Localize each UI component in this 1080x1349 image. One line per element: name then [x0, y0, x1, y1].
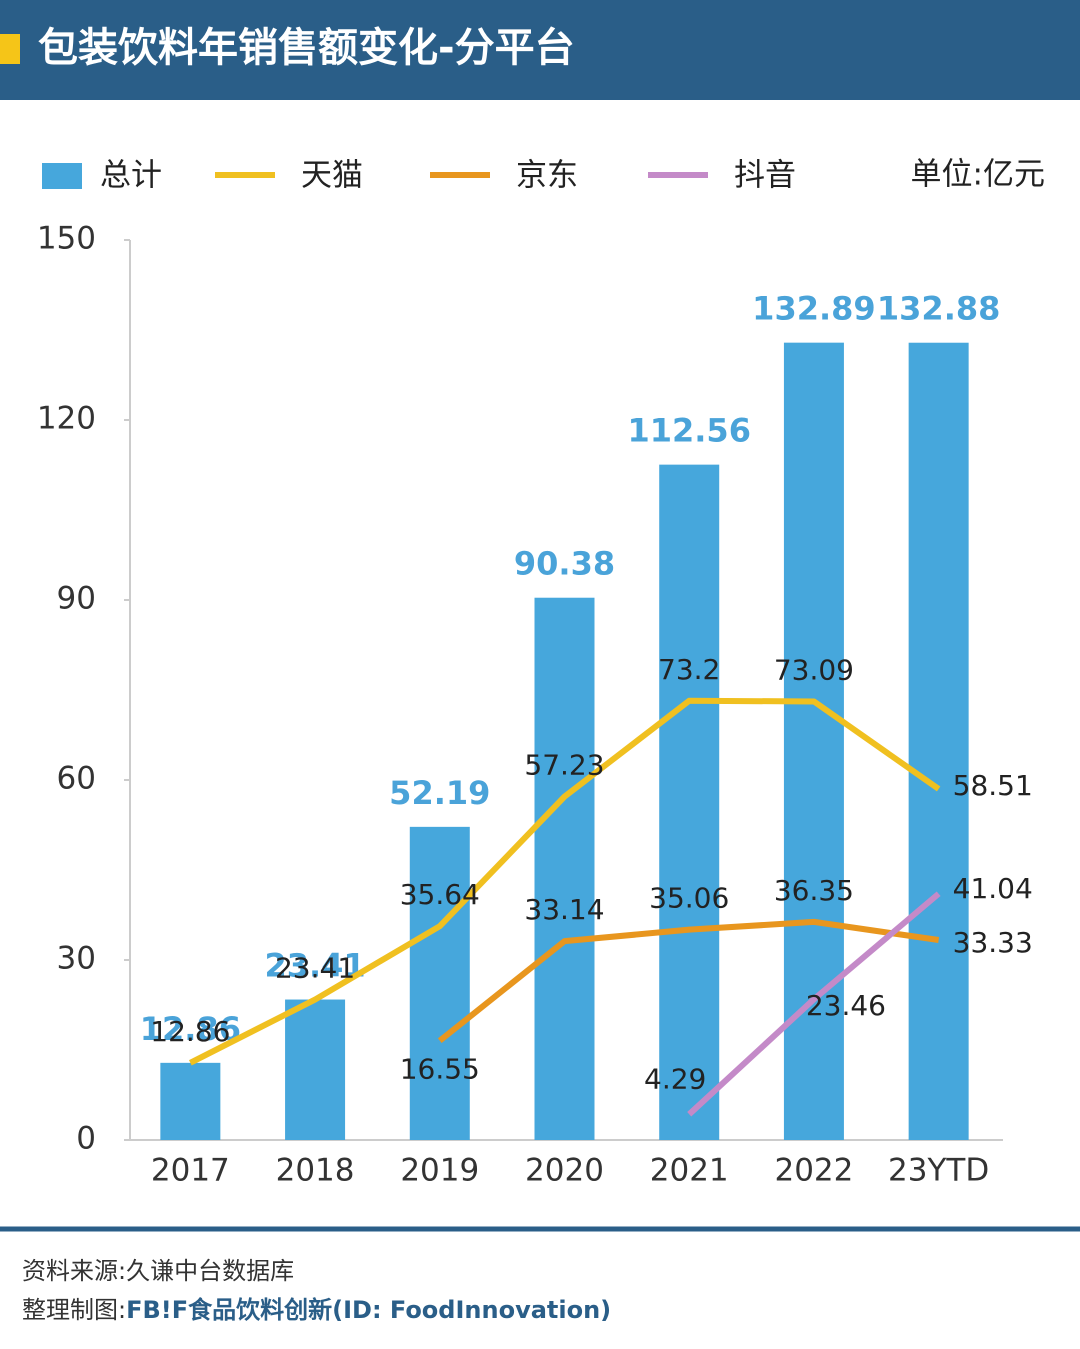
line-value-label: 23.41	[275, 952, 355, 985]
y-tick-label: 60	[57, 761, 96, 797]
line-value-label: 36.35	[774, 874, 854, 907]
bar-value-label: 132.89	[752, 290, 875, 328]
x-tick-label: 2022	[774, 1153, 853, 1189]
y-tick-label: 0	[76, 1121, 96, 1157]
line-value-label: 33.33	[953, 926, 1033, 959]
bar	[160, 1062, 221, 1140]
line-value-label: 73.2	[658, 653, 720, 686]
bar-value-label: 52.19	[389, 774, 490, 812]
y-tick-label: 120	[37, 401, 96, 437]
bar	[285, 999, 346, 1140]
line-value-label: 35.64	[400, 878, 480, 911]
y-tick-label: 150	[37, 221, 96, 257]
credit-text: 食品饮料创新(ID: FoodInnovation)	[188, 1296, 611, 1324]
footer-source: 资料来源:久谦中台数据库	[22, 1257, 294, 1285]
chart-title: 包装饮料年销售额变化-分平台	[38, 25, 575, 71]
x-tick-label: 23YTD	[888, 1153, 989, 1189]
line-value-label: 41.04	[953, 872, 1033, 905]
line-value-label: 73.09	[774, 653, 854, 686]
credit-label: 整理制图:	[22, 1296, 126, 1324]
unit-label: 单位:亿元	[911, 157, 1045, 193]
bar-value-label: 90.38	[514, 545, 615, 583]
line-value-label: 57.23	[524, 749, 604, 782]
x-tick-label: 2018	[276, 1153, 355, 1189]
bar	[534, 597, 595, 1140]
x-tick-label: 2021	[650, 1153, 729, 1189]
y-tick-label: 30	[57, 941, 96, 977]
bar	[659, 464, 720, 1140]
header-band	[0, 0, 1080, 100]
legend-label: 京东	[516, 158, 578, 194]
bar	[908, 342, 969, 1141]
header-marker	[0, 34, 20, 64]
legend-label: 抖音	[734, 158, 796, 194]
x-tick-label: 2017	[151, 1153, 230, 1189]
y-tick-label: 90	[57, 581, 96, 617]
legend-label: 天猫	[301, 158, 363, 194]
legend-label: 总计	[100, 158, 162, 194]
line-value-label: 16.55	[400, 1053, 480, 1086]
credit-brand: FB!F	[126, 1296, 188, 1324]
bar-value-label: 132.88	[877, 290, 1000, 328]
x-tick-label: 2019	[400, 1153, 479, 1189]
bar-value-label: 12.86	[140, 1010, 241, 1048]
line-value-label: 33.14	[524, 893, 604, 926]
footer-credit: 整理制图:FB!F食品饮料创新(ID: FoodInnovation)	[22, 1296, 611, 1324]
line-value-label: 35.06	[649, 882, 729, 915]
x-tick-label: 2020	[525, 1153, 604, 1189]
bar	[409, 826, 470, 1140]
line-value-label: 23.46	[806, 989, 886, 1022]
line	[437, 918, 940, 1044]
legend-swatch	[42, 163, 82, 189]
line-value-label: 58.51	[953, 769, 1033, 802]
line	[687, 891, 941, 1117]
bar-value-label: 112.56	[627, 412, 750, 450]
bar	[783, 342, 844, 1140]
line-value-label: 4.29	[644, 1062, 706, 1095]
line-value-label: 12.86	[150, 1015, 230, 1048]
line	[188, 697, 941, 1066]
